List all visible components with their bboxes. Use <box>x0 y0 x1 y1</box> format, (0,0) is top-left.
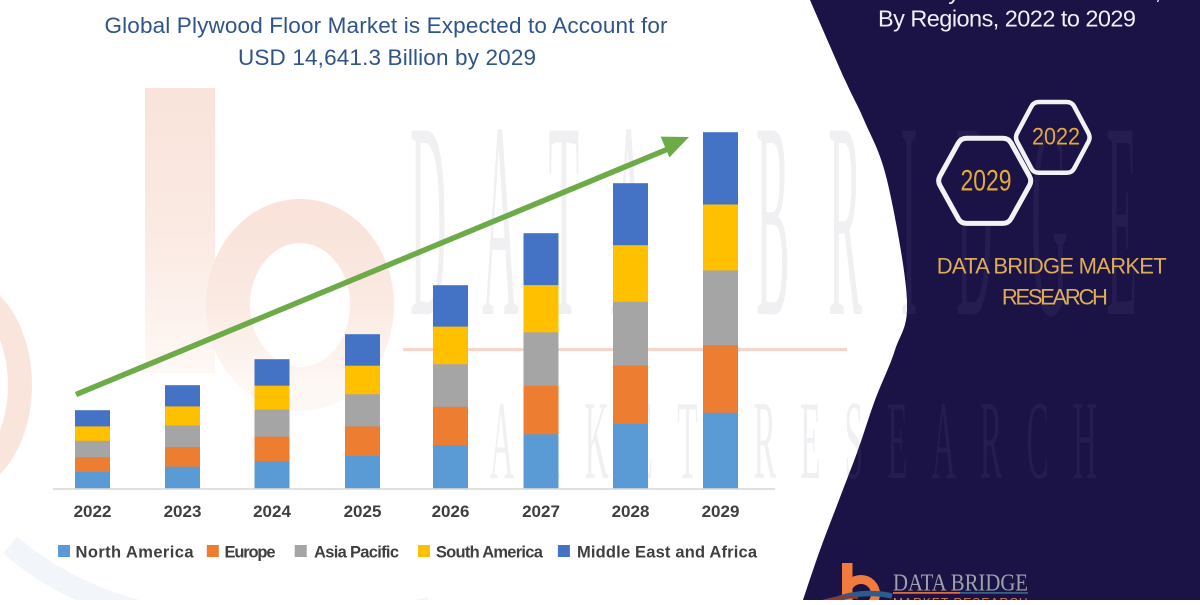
svg-text:By Regions, 2022 to 2029: By Regions, 2022 to 2029 <box>878 6 1136 32</box>
svg-text:DATA BRIDGE MARKET: DATA BRIDGE MARKET <box>937 253 1167 278</box>
svg-text:2028: 2028 <box>612 502 650 521</box>
svg-text:Europe: Europe <box>225 544 276 562</box>
svg-text:Global Plywood Floor Market is: Global Plywood Floor Market is Expected … <box>105 13 669 38</box>
svg-text:2022: 2022 <box>74 502 112 521</box>
svg-text:Asia Pacific: Asia Pacific <box>314 544 399 562</box>
svg-text:USD 14,641.3 Billion by 2029: USD 14,641.3 Billion by 2029 <box>238 45 536 70</box>
svg-text:North America: North America <box>76 544 195 562</box>
svg-text:2027: 2027 <box>522 502 560 521</box>
svg-text:MARKET RESEARCH: MARKET RESEARCH <box>893 596 1030 601</box>
svg-text:2023: 2023 <box>164 502 202 521</box>
svg-text:Middle East and Africa: Middle East and Africa <box>577 544 758 562</box>
svg-text:Global Plywood Floor Market,: Global Plywood Floor Market, <box>853 0 1161 4</box>
svg-text:2026: 2026 <box>432 502 470 521</box>
svg-text:2024: 2024 <box>253 502 291 521</box>
svg-text:2029: 2029 <box>702 502 740 521</box>
svg-text:RESEARCH: RESEARCH <box>1002 285 1108 310</box>
svg-text:2025: 2025 <box>344 502 382 521</box>
svg-text:South America: South America <box>436 544 544 562</box>
svg-text:2029: 2029 <box>961 165 1012 198</box>
svg-text:2022: 2022 <box>1032 124 1080 151</box>
